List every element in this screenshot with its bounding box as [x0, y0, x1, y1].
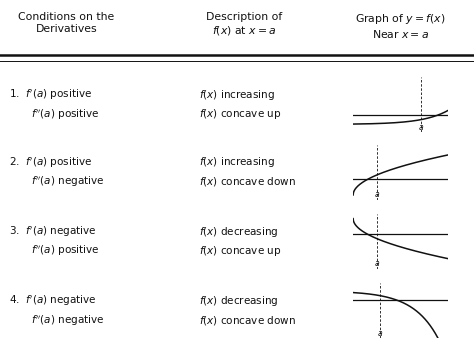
Text: 3.  $f'(a)$ negative: 3. $f'(a)$ negative	[9, 224, 97, 239]
Text: Conditions on the
Derivatives: Conditions on the Derivatives	[18, 12, 115, 34]
Text: $f''(a)$ positive: $f''(a)$ positive	[31, 107, 100, 122]
Text: Graph of $y = f(x)$
Near $x = a$: Graph of $y = f(x)$ Near $x = a$	[356, 12, 446, 40]
Text: $f''(a)$ negative: $f''(a)$ negative	[31, 313, 104, 328]
Text: $f(x)$ increasing: $f(x)$ increasing	[199, 88, 275, 102]
Text: $f(x)$ concave up: $f(x)$ concave up	[199, 108, 282, 121]
Text: $f(x)$ concave down: $f(x)$ concave down	[199, 314, 296, 327]
Text: $f''(a)$ negative: $f''(a)$ negative	[31, 175, 104, 189]
Text: $f''(a)$ positive: $f''(a)$ positive	[31, 244, 100, 258]
Text: $f(x)$ concave down: $f(x)$ concave down	[199, 175, 296, 189]
Text: 2.  $f'(a)$ positive: 2. $f'(a)$ positive	[9, 155, 92, 170]
Text: $f(x)$ concave up: $f(x)$ concave up	[199, 244, 282, 258]
Text: Description of
$f(x)$ at $x = a$: Description of $f(x)$ at $x = a$	[206, 12, 282, 37]
Text: $f(x)$ increasing: $f(x)$ increasing	[199, 155, 275, 169]
Text: 1.  $f'(a)$ positive: 1. $f'(a)$ positive	[9, 88, 92, 102]
Text: 4.  $f'(a)$ negative: 4. $f'(a)$ negative	[9, 294, 97, 308]
Text: $f(x)$ decreasing: $f(x)$ decreasing	[199, 225, 279, 239]
Text: $f(x)$ decreasing: $f(x)$ decreasing	[199, 294, 279, 308]
